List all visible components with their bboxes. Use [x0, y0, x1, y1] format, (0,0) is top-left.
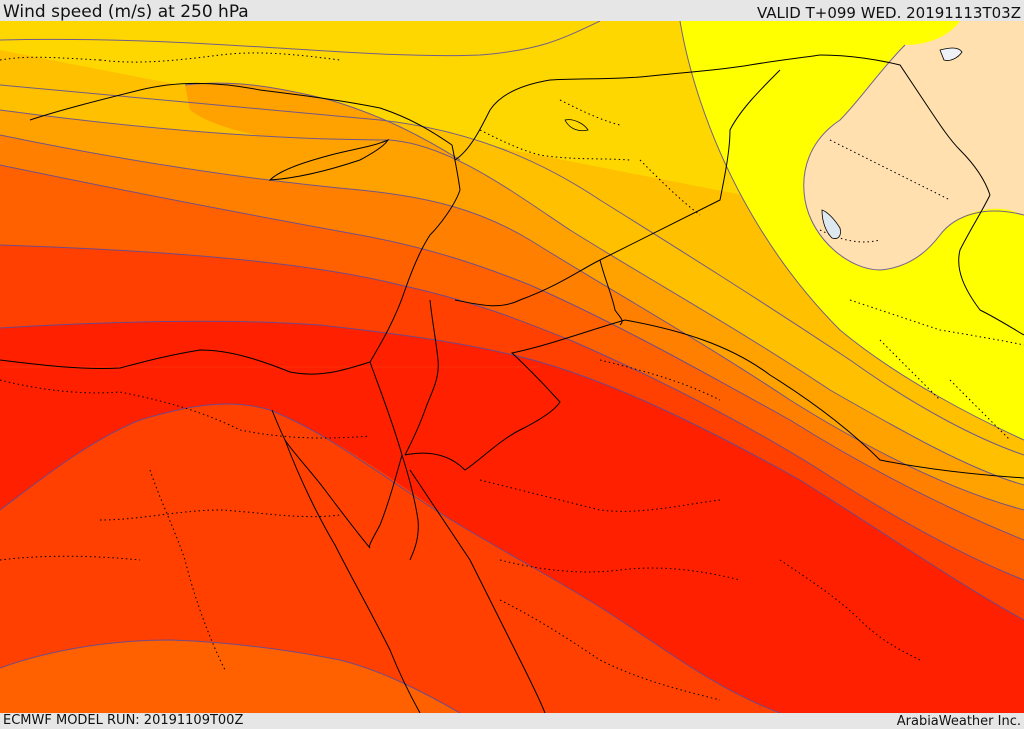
- band-red-orange-south: [0, 410, 760, 713]
- band-orange-light-west: [185, 83, 460, 175]
- map-canvas: [0, 21, 1024, 713]
- footer-bar: ECMWF MODEL RUN: 20191109T00Z ArabiaWeat…: [0, 713, 1024, 729]
- map-title: Wind speed (m/s) at 250 hPa: [3, 2, 249, 22]
- valid-time-label: VALID T+099 WED. 20191113T03Z: [756, 4, 1021, 22]
- band-orange-south: [0, 640, 460, 713]
- model-run-label: ECMWF MODEL RUN: 20191109T00Z: [3, 713, 244, 728]
- band-gold-top: [0, 21, 600, 56]
- isotach-contours: [0, 21, 1024, 713]
- band-lightest: [803, 21, 1024, 270]
- band-red-core: [0, 321, 1024, 713]
- borders-solid: [0, 54, 1024, 713]
- borders-dotted: [0, 52, 1024, 701]
- header-bar: Wind speed (m/s) at 250 hPa VALID T+099 …: [0, 0, 1024, 22]
- water-bodies: [564, 47, 963, 239]
- credit-label: ArabiaWeather Inc.: [896, 714, 1021, 729]
- wind-speed-map[interactable]: [0, 21, 1024, 713]
